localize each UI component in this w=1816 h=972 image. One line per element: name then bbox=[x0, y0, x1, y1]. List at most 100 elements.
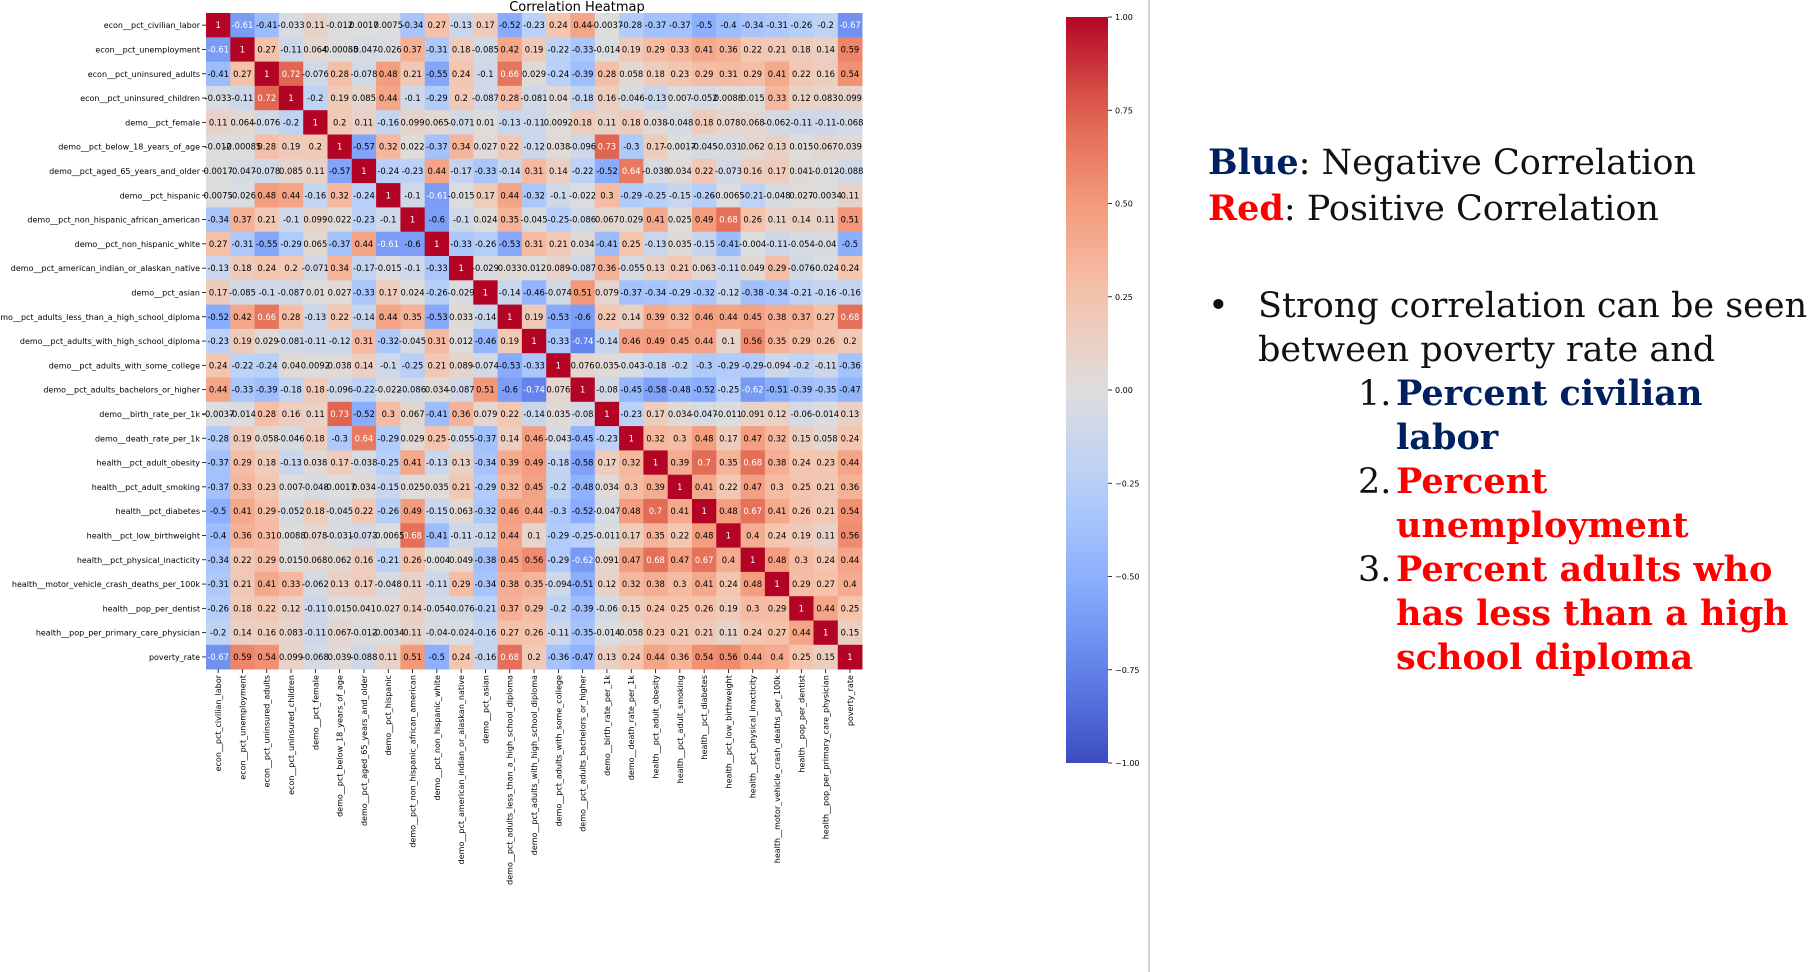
cell-value-label: 0.68 bbox=[841, 312, 860, 322]
heatmap-cell bbox=[473, 547, 498, 573]
heatmap-cell bbox=[570, 644, 596, 670]
heatmap-cell bbox=[206, 401, 231, 427]
heatmap-cell bbox=[230, 207, 255, 233]
cell-value-label: 0.28 bbox=[257, 142, 276, 152]
heatmap-cell bbox=[351, 571, 377, 597]
cell-value-label: 1 bbox=[799, 603, 804, 613]
cell-value-label: 0.11 bbox=[841, 190, 860, 200]
heatmap-cell bbox=[813, 571, 839, 597]
heatmap-cell bbox=[351, 13, 377, 38]
cell-value-label: -0.086 bbox=[569, 215, 596, 225]
column-label: demo__pct_aged_65_years_and_older bbox=[360, 674, 369, 826]
cell-value-label: -0.062 bbox=[302, 579, 329, 589]
heatmap-cell bbox=[230, 13, 255, 38]
cell-value-label: -0.34 bbox=[766, 287, 788, 297]
legend-blue-text: : Negative Correlation bbox=[1298, 143, 1696, 183]
heatmap-cell bbox=[230, 256, 255, 281]
row-label: demo__death_rate_per_1k bbox=[95, 434, 200, 443]
heatmap-cell bbox=[278, 61, 304, 87]
cell-value-label: 0.36 bbox=[598, 263, 617, 273]
heatmap-cell bbox=[473, 207, 498, 233]
cell-value-label: 0.24 bbox=[841, 433, 860, 443]
cell-value-label: -0.04 bbox=[815, 239, 837, 249]
heatmap-cell bbox=[789, 256, 814, 281]
cell-value-label: 0.12 bbox=[282, 603, 301, 613]
cell-value-label: -0.41 bbox=[207, 69, 229, 79]
cell-value-label: -0.6 bbox=[502, 385, 518, 395]
cell-value-label: 0.11 bbox=[306, 409, 325, 419]
heatmap-cell bbox=[716, 110, 741, 135]
heatmap-cell bbox=[764, 280, 790, 305]
cell-value-label: -0.45 bbox=[620, 385, 642, 395]
heatmap-cell bbox=[254, 596, 280, 621]
cell-value-label: -0.34 bbox=[475, 579, 497, 589]
cell-value-label: 0.31 bbox=[428, 336, 447, 346]
heatmap-cell bbox=[473, 353, 498, 378]
cell-value-label: 0.45 bbox=[500, 555, 519, 565]
heatmap-cell bbox=[594, 377, 620, 403]
colorbar-tick-label: −0.25 bbox=[1115, 479, 1140, 488]
heatmap-cell bbox=[521, 620, 547, 646]
cell-value-label: 0.23 bbox=[671, 69, 690, 79]
cell-value-label: 0.22 bbox=[257, 603, 276, 613]
cell-value-label: 0.41 bbox=[695, 482, 714, 492]
heatmap-cell bbox=[740, 328, 766, 354]
heatmap-cell bbox=[424, 183, 450, 208]
cell-value-label: 1 bbox=[726, 530, 731, 540]
cell-value-label: 0.18 bbox=[452, 44, 471, 54]
cell-value-label: 0.058 bbox=[255, 433, 279, 443]
heatmap-cell bbox=[424, 85, 450, 111]
heatmap-cell bbox=[327, 134, 353, 160]
cell-value-label: -0.078 bbox=[350, 69, 377, 79]
cell-value-label: -0.012 bbox=[812, 166, 839, 176]
heatmap-cell bbox=[497, 280, 523, 305]
heatmap-cell bbox=[521, 499, 547, 524]
cell-value-label: -0.11 bbox=[815, 360, 837, 370]
cell-value-label: -0.015 bbox=[375, 263, 402, 273]
cell-value-label: 0.68 bbox=[403, 530, 422, 540]
heatmap-cell bbox=[303, 547, 328, 573]
cell-value-label: -0.1 bbox=[477, 69, 493, 79]
cell-value-label: 0.29 bbox=[792, 336, 811, 346]
cell-value-label: -0.28 bbox=[620, 20, 642, 30]
row-label: demo__pct_below_18_years_of_age bbox=[58, 143, 200, 152]
cell-value-label: 0.076 bbox=[546, 385, 570, 395]
heatmap-cell bbox=[400, 499, 426, 524]
list-item-number: 2. bbox=[1358, 462, 1392, 502]
cell-value-label: -0.5 bbox=[210, 506, 226, 516]
cell-value-label: 0.23 bbox=[257, 482, 276, 492]
cell-value-label: 1 bbox=[604, 409, 609, 419]
cell-value-label: 0.42 bbox=[233, 312, 252, 322]
heatmap-cell bbox=[813, 256, 839, 281]
cell-value-label: 0.36 bbox=[671, 652, 690, 662]
cell-value-label: -0.22 bbox=[548, 44, 570, 54]
heatmap-cell bbox=[570, 547, 596, 573]
cell-value-label: -0.61 bbox=[426, 190, 448, 200]
heatmap-cell bbox=[740, 61, 766, 87]
heatmap-cell bbox=[813, 474, 839, 500]
heatmap-cell bbox=[692, 596, 717, 621]
heatmap-cell bbox=[789, 620, 814, 646]
heatmap-cell bbox=[594, 644, 620, 670]
cell-value-label: 0.25 bbox=[428, 433, 447, 443]
heatmap-cell bbox=[716, 644, 741, 670]
column-label: econ__pct_uninsured_children bbox=[287, 675, 296, 795]
cell-value-label: -0.33 bbox=[548, 336, 570, 346]
cell-value-label: -0.37 bbox=[207, 458, 229, 468]
cell-value-label: 0.18 bbox=[792, 44, 811, 54]
cell-value-label: -0.53 bbox=[499, 239, 521, 249]
heatmap-cell bbox=[254, 61, 280, 87]
cell-value-label: 0.064 bbox=[303, 44, 327, 54]
cell-value-label: 0.15 bbox=[816, 652, 835, 662]
cell-value-label: 0.44 bbox=[646, 652, 665, 662]
cell-value-label: 0.44 bbox=[695, 336, 714, 346]
heatmap-cell bbox=[521, 207, 547, 233]
cell-value-label: -0.39 bbox=[572, 69, 594, 79]
cell-value-label: -0.29 bbox=[548, 555, 570, 565]
cell-value-label: 0.049 bbox=[741, 263, 765, 273]
heatmap-cell bbox=[594, 158, 620, 184]
heatmap-cell bbox=[303, 85, 328, 111]
heatmap-cell bbox=[278, 523, 304, 548]
heatmap-cell bbox=[254, 207, 280, 233]
cell-value-label: -0.076 bbox=[448, 603, 475, 613]
